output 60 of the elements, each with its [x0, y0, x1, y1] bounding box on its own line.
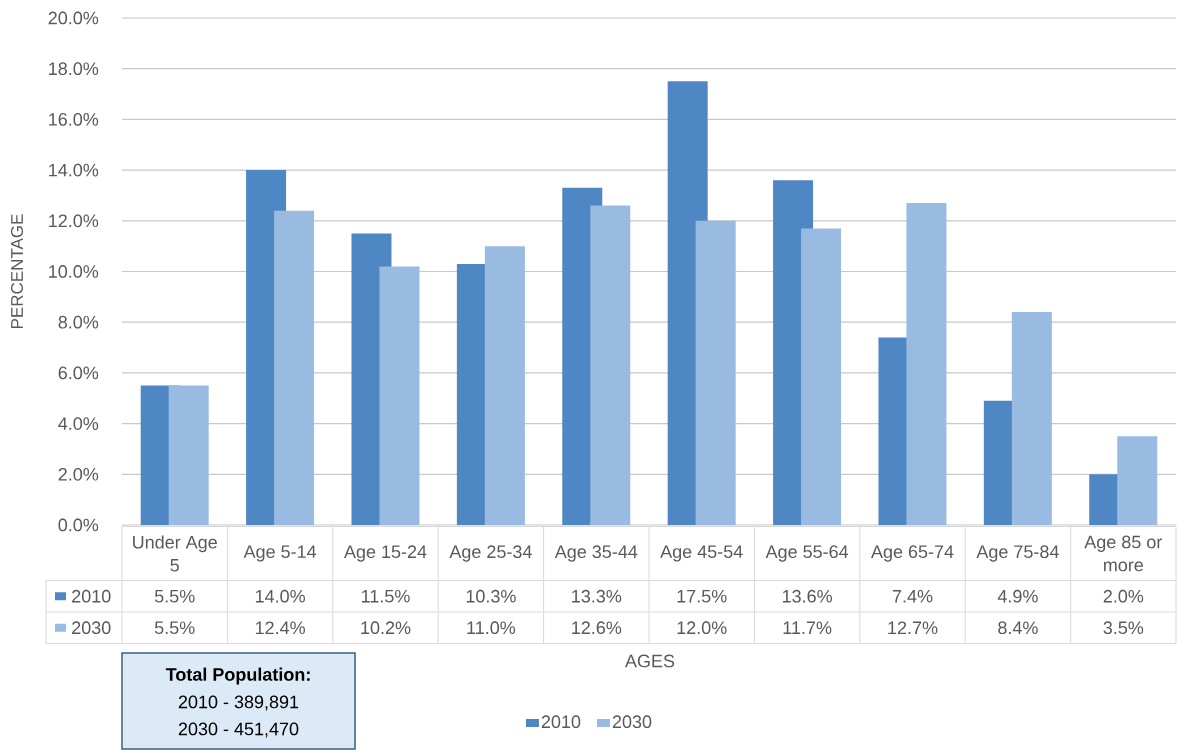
legend-label: 2010 — [72, 589, 111, 603]
bar — [484, 246, 525, 525]
x-tick-label: Age 65-74 — [871, 545, 954, 562]
bar — [906, 203, 947, 525]
y-tick-label: 6.0% — [58, 366, 99, 380]
y-tick-label: 4.0% — [58, 417, 99, 430]
data-label: 7.4% — [892, 589, 933, 603]
data-label: 11.5% — [362, 589, 410, 603]
y-tick-label: 8.0% — [58, 315, 99, 329]
text: Total Population: — [165, 667, 310, 685]
bar — [274, 210, 315, 525]
x-tick-label: Age 25-34 — [449, 545, 532, 562]
x-tick-label: Age 85 or more — [1084, 535, 1163, 572]
data-label: 14.0% — [255, 589, 305, 603]
y-tick-label: 14.0% — [49, 163, 99, 177]
x-tick-label: Age 45-54 — [660, 545, 743, 562]
x-tick-label: Age 75-84 — [976, 545, 1059, 562]
y-tick-label: 18.0% — [49, 62, 99, 76]
data-label: 13.3% — [572, 589, 622, 603]
bar — [590, 205, 631, 525]
data-label: 2.0% — [1103, 589, 1144, 603]
y-tick-label: 16.0% — [49, 113, 99, 126]
text: 2030 — [612, 715, 652, 729]
data-label: 10.3% — [466, 589, 516, 603]
bar — [801, 228, 842, 525]
data-label: 12.4% — [255, 621, 305, 635]
bar — [1011, 312, 1052, 525]
text: 2010 - 389,891 — [178, 695, 299, 711]
x-tick-label: Under Age 5 — [133, 535, 217, 572]
x-tick-label: Age 55-64 — [765, 545, 849, 562]
data-label: 5.5% — [154, 589, 195, 603]
x-tick-label: Age 5-14 — [243, 545, 317, 562]
legend-label: 2030 — [72, 621, 111, 635]
data-label: 11.7% — [783, 621, 832, 635]
data-label: 11.0% — [467, 621, 516, 635]
y-axis-title: PERCENTAGE — [10, 214, 24, 329]
data-label: 13.6% — [782, 589, 832, 603]
data-label: 5.5% — [154, 621, 195, 635]
text: 2010 — [541, 715, 581, 729]
y-tick-label: 10.0% — [49, 265, 99, 278]
data-label: 12.7% — [888, 621, 938, 635]
data-label: 10.2% — [361, 621, 411, 635]
data-label: 4.9% — [997, 589, 1038, 603]
bar — [379, 266, 420, 525]
bar — [168, 385, 209, 525]
bar — [695, 220, 736, 525]
text: 2030 - 451,470 — [178, 722, 299, 738]
bar — [1117, 436, 1158, 525]
y-tick-label: 20.0% — [48, 11, 99, 25]
data-label: 12.0% — [677, 621, 727, 635]
data-label: 8.4% — [998, 621, 1038, 635]
y-tick-label: 2.0% — [58, 467, 99, 481]
y-tick-label: 0.0% — [58, 518, 99, 532]
x-tick-label: Age 35-44 — [554, 545, 638, 562]
x-tick-label: Age 15-24 — [344, 545, 427, 562]
data-label: 17.5% — [677, 589, 727, 603]
y-tick-label: 12.0% — [49, 214, 99, 228]
x-axis-title: AGES — [624, 654, 675, 668]
data-label: 3.5% — [1103, 621, 1144, 635]
data-label: 12.6% — [572, 621, 622, 635]
